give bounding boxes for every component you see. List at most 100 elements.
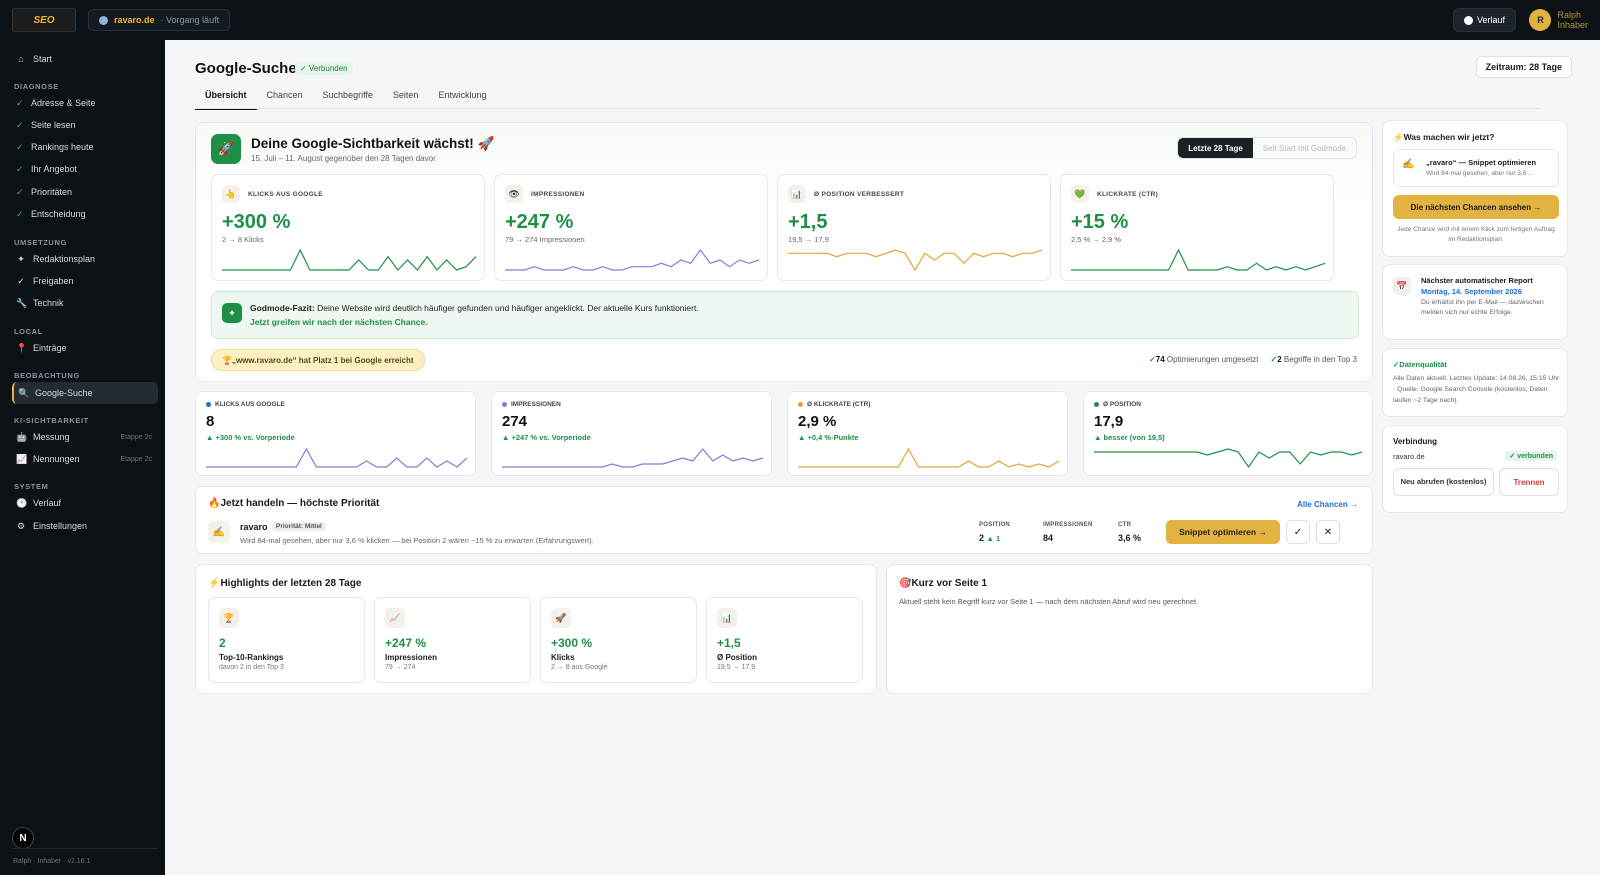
near-page-one-title: 🎯Kurz vor Seite 1 [899, 578, 988, 589]
sparkline-path [206, 447, 468, 468]
position-column: POSITION 2 ▲ 1 [979, 522, 1011, 543]
report-date: Montag, 14. September 2026 [1421, 287, 1522, 296]
sidebar-item-google-suche[interactable]: 🔍 Google-Suche [12, 382, 158, 404]
highlight-item: 📈 +247 % Impressionen 79 → 274 [374, 597, 531, 683]
heart-icon: 💚 [1071, 185, 1089, 203]
tab-entwicklung[interactable]: Entwicklung [438, 90, 487, 100]
data-quality-panel: ✓Datenqualität Alle Daten aktuell. Letzt… [1382, 348, 1568, 417]
toggle-since-start[interactable]: Seit Start mit Godmode [1262, 143, 1346, 153]
sidebar-item-angebot[interactable]: ✓ Ihr Angebot [16, 163, 78, 175]
snippet-task[interactable]: ✍ „ravaro“ — Snippet optimieren Wird 84-… [1393, 149, 1559, 187]
sidebar-item-technik[interactable]: 🔧 Technik [16, 297, 64, 309]
sidebar-section-local: LOCAL [14, 327, 43, 336]
sidebar-item-einstellungen[interactable]: ⚙ Einstellungen [16, 520, 88, 532]
next-chance-link[interactable]: Jetzt greifen wir nach der nächsten Chan… [250, 317, 428, 327]
sidebar-section-diagnose: DIAGNOSE [14, 82, 59, 91]
sidebar-item-verlauf[interactable]: 🕐 Verlauf [16, 497, 62, 509]
series-dot [1094, 402, 1099, 407]
series-dot [206, 402, 211, 407]
sparkline [502, 448, 764, 468]
sidebar-item-seite-lesen[interactable]: ✓ Seite lesen [16, 119, 76, 131]
kpi-card-impressions: 👁 IMPRESSIONEN +247 % 79 → 274 Impressio… [494, 174, 768, 281]
rocket-icon: 🚀 [551, 608, 571, 628]
notification-badge[interactable]: N [12, 827, 34, 849]
sidebar-section-umsetzung: UMSETZUNG [14, 238, 67, 247]
hero-card: 🚀 Deine Google-Sichtbarkeit wächst! 🚀 15… [195, 122, 1373, 382]
domain-pill[interactable]: ravaro.de · Vorgang läuft [88, 9, 231, 31]
sparkline [1094, 448, 1363, 469]
calendar-icon: 📅 [1393, 277, 1411, 295]
tab-divider [195, 108, 1540, 109]
sidebar: ⌂ Start DIAGNOSE ✓ Adresse & Seite ✓ Seite … [0, 40, 165, 875]
highlight-item: 🚀 +300 % Klicks 2 → 8 aus Google [540, 597, 697, 683]
sidebar-item-nennungen[interactable]: 📈 Nennungen Etappe 2c [16, 453, 152, 465]
disconnect-button[interactable]: Trennen [1499, 468, 1559, 496]
bar-chart-icon: 📊 [788, 185, 806, 203]
status-badge: ✓ Verbunden [295, 62, 353, 75]
chances-note: Jede Chance wird mit einem Klick zum fer… [1397, 226, 1555, 243]
kpi-card-position: 📊 Ø POSITION VERBESSERT +1,5 19,5 → 17,9 [777, 174, 1051, 281]
highlight-item: 🏆 2 Top-10-Rankings davon 2 in den Top 3 [208, 597, 365, 683]
sparkle-icon: ✦ [222, 303, 242, 323]
hero-stats: ✓74 Optimierungen umgesetzt ✓2 Begriffe … [1149, 355, 1357, 364]
sidebar-item-eintraege[interactable]: 📍 Einträge [16, 342, 67, 354]
close-icon[interactable]: ✕ [1316, 520, 1340, 544]
sidebar-item-redaktionsplan[interactable]: ✦ Redaktionsplan [17, 253, 96, 265]
sidebar-item-adresse[interactable]: ✓ Adresse & Seite [16, 97, 96, 109]
user-name: Ralph [1557, 10, 1581, 20]
kpi-card-clicks: 👆 KLICKS AUS GOOGLE +300 % 2 → 8 Klicks [211, 174, 485, 281]
sparkline-path [1094, 448, 1363, 469]
all-chances-link[interactable]: Alle Chancen → [1297, 500, 1358, 509]
sidebar-item-entscheidung[interactable]: ✓ Entscheidung [16, 208, 86, 220]
view-chances-button[interactable]: Die nächsten Chancen ansehen → [1393, 195, 1559, 219]
user-menu[interactable]: R Ralph Inhaber [1529, 9, 1588, 31]
ranking-achievement-badge: 🏆„www.ravaro.de“ hat Platz 1 bei Google … [211, 349, 425, 371]
toggle-last-28-days[interactable]: Letzte 28 Tage [1178, 138, 1253, 158]
version-label: Ralph · Inhaber · v2.16.1 [13, 858, 91, 865]
period-selector[interactable]: Zeitraum: 28 Tage [1475, 56, 1572, 78]
tab-uebersicht[interactable]: Übersicht [195, 86, 257, 110]
sparkle-icon: ✦ [17, 253, 25, 264]
connection-status-badge: ✓ verbunden [1505, 451, 1557, 461]
wrench-icon: 🔧 [16, 297, 28, 308]
sparkline-path [788, 249, 1043, 272]
tab-chancen[interactable]: Chancen [266, 90, 303, 100]
sidebar-section-beobachtung: BEOBACHTUNG [14, 371, 80, 380]
search-icon: 🔍 [18, 387, 30, 398]
tab-suchbegriffe[interactable]: Suchbegriffe [322, 90, 373, 100]
trend-icon: 📈 [385, 608, 405, 628]
sidebar-section-system: SYSTEM [14, 482, 49, 491]
sidebar-item-messung[interactable]: 🤖 Messung Etappe 2c [16, 431, 152, 443]
highlights-card: ⚡Highlights der letzten 28 Tage 🏆 2 Top-… [195, 564, 877, 694]
priority-title: 🔥Jetzt handeln — höchste Priorität [208, 498, 380, 509]
pen-icon: ✍ [208, 521, 230, 543]
main-content: Google-Suche ✓ Verbunden Zeitraum: 28 Ta… [165, 40, 1600, 875]
optimize-snippet-button[interactable]: Snippet optimieren → [1166, 520, 1280, 544]
history-button[interactable]: Verlauf [1452, 8, 1516, 32]
sidebar-divider [12, 848, 158, 849]
pen-icon: ✍ [1402, 159, 1415, 170]
brand-logo[interactable]: SEO [12, 8, 76, 32]
trophy-icon: 🏆 [219, 608, 239, 628]
keyword-name: ravaro [240, 522, 268, 532]
check-icon: ✓ [16, 141, 24, 152]
metric-card-position: Ø POSITION 17,9 ▲ besser (von 19,5) [1083, 391, 1373, 476]
metric-card-impressions: IMPRESSIONEN 274 ▲ +247 % vs. Vorperiode [491, 391, 772, 476]
user-role: Inhaber [1557, 20, 1588, 30]
connection-panel: Verbindung ravaro.de ✓ verbunden Neu abr… [1382, 425, 1568, 513]
impressions-column: IMPRESSIONEN 84 [1043, 522, 1093, 543]
sparkline-path [502, 448, 764, 468]
accept-icon[interactable]: ✓ [1286, 520, 1310, 544]
eye-icon: 👁 [505, 185, 523, 203]
refresh-button[interactable]: Neu abrufen (kostenlos) [1393, 468, 1494, 496]
rocket-icon: 🚀 [211, 134, 241, 164]
sidebar-item-prioritaeten[interactable]: ✓ Prioritäten [16, 186, 73, 198]
sidebar-item-rankings[interactable]: ✓ Rankings heute [16, 141, 94, 153]
globe-icon [99, 15, 108, 25]
next-action-title: ⚡Was machen wir jetzt? [1393, 132, 1495, 142]
tab-seiten[interactable]: Seiten [392, 90, 419, 100]
sidebar-item-start[interactable]: ⌂ Start [12, 49, 158, 69]
home-icon: ⌂ [18, 54, 24, 64]
sidebar-item-freigaben[interactable]: ✓ Freigaben [17, 275, 74, 287]
check-icon: ✓ [16, 186, 24, 197]
